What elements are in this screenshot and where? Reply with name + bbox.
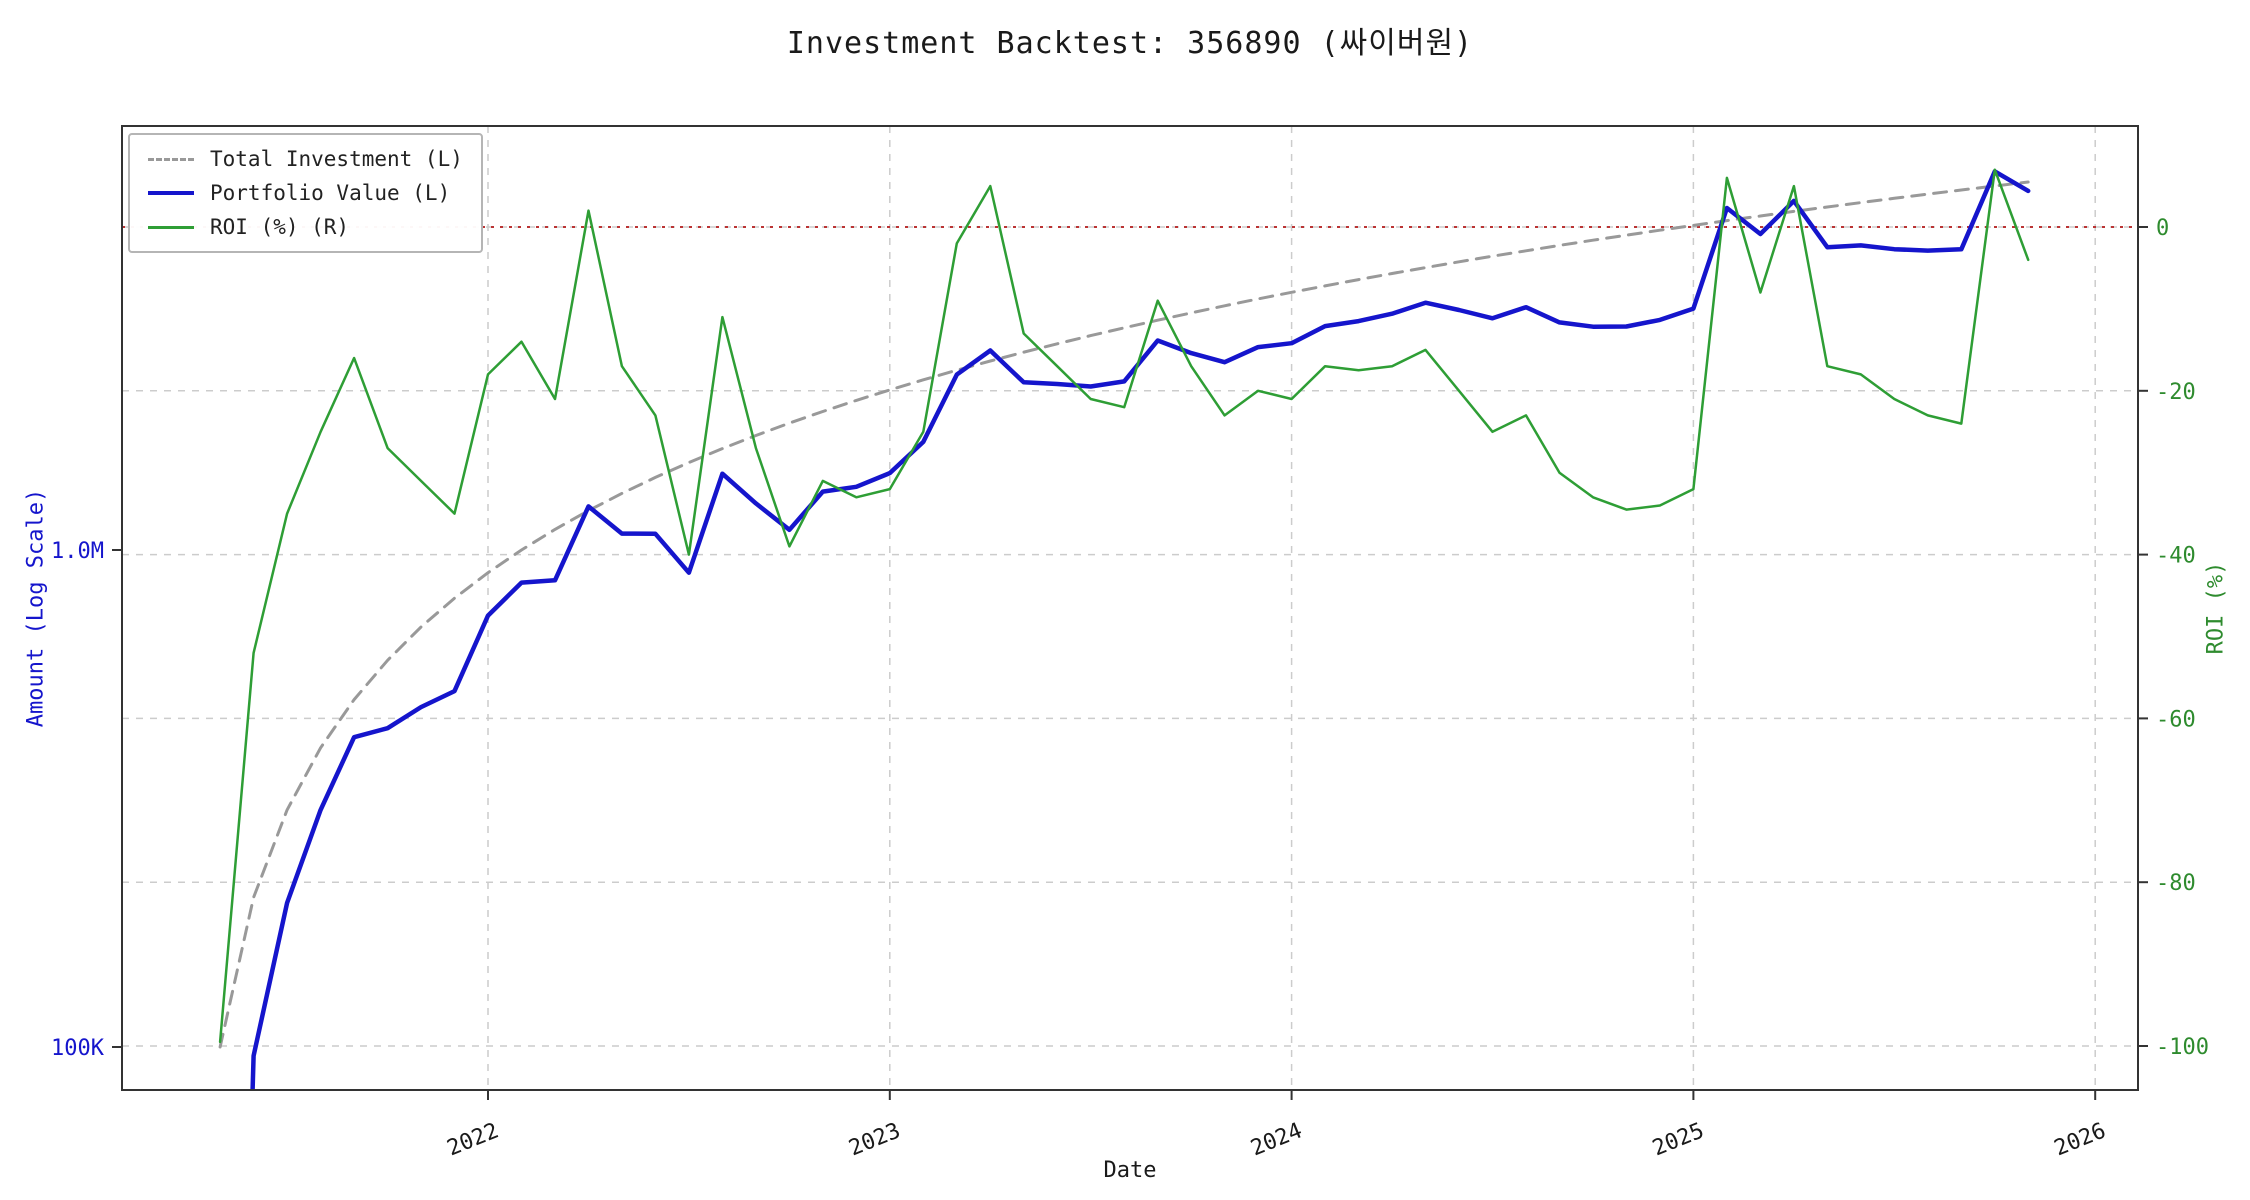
x-axis-label: Date (1103, 1158, 1157, 1183)
legend-item-label: Total Investment (L) (210, 147, 463, 171)
y-right-tick-label: 0 (2156, 216, 2169, 241)
y-left-tick-label: 100K (51, 1036, 105, 1061)
legend-line-sample (148, 225, 194, 229)
x-tick-label: 2023 (846, 1118, 904, 1161)
legend-item: ROI (%) (R) (148, 215, 463, 239)
legend-item: Portfolio Value (L) (148, 181, 463, 205)
x-tick-label: 2022 (444, 1118, 502, 1161)
chart-title: Investment Backtest: 356890 (싸이버원) (786, 26, 1474, 61)
x-tick-label: 2025 (1649, 1118, 1707, 1161)
series-line-portfolio-value-l (250, 169, 2031, 1090)
y-right-tick-label: -80 (2156, 871, 2196, 896)
tick-labels: 2022 2023 2024 2025 2026 1.0M 100K 0 -20 -40 -60 -8… (51, 216, 2209, 1161)
y-right-tick-label: -60 (2156, 707, 2196, 732)
axes-spines (121, 125, 2139, 1091)
legend-item: Total Investment (L) (148, 147, 463, 171)
series-line-total-investment-l (218, 180, 2030, 1049)
grid-lines (122, 126, 2138, 1090)
series-line-roi-r (218, 168, 2030, 1044)
legend-item-label: ROI (%) (R) (210, 215, 350, 239)
y-axis-label-left: Amount (Log Scale) (23, 488, 49, 728)
y-right-tick-label: -100 (2156, 1035, 2209, 1060)
y-left-tick-label: 1.0M (51, 539, 104, 564)
y-right-tick-label: -40 (2156, 544, 2196, 569)
legend-item-label: Portfolio Value (L) (210, 181, 451, 205)
y-right-tick-label: -20 (2156, 380, 2196, 405)
legend-line-sample (148, 191, 194, 195)
x-tick-label: 2026 (2051, 1118, 2109, 1161)
y-axis-label-right: ROI (%) (2203, 561, 2229, 655)
legend-line-sample (148, 157, 194, 161)
plot-border (121, 125, 2139, 1091)
x-tick-label: 2024 (1247, 1118, 1305, 1161)
legend: Total Investment (L) Portfolio Value (L) R… (128, 133, 483, 253)
